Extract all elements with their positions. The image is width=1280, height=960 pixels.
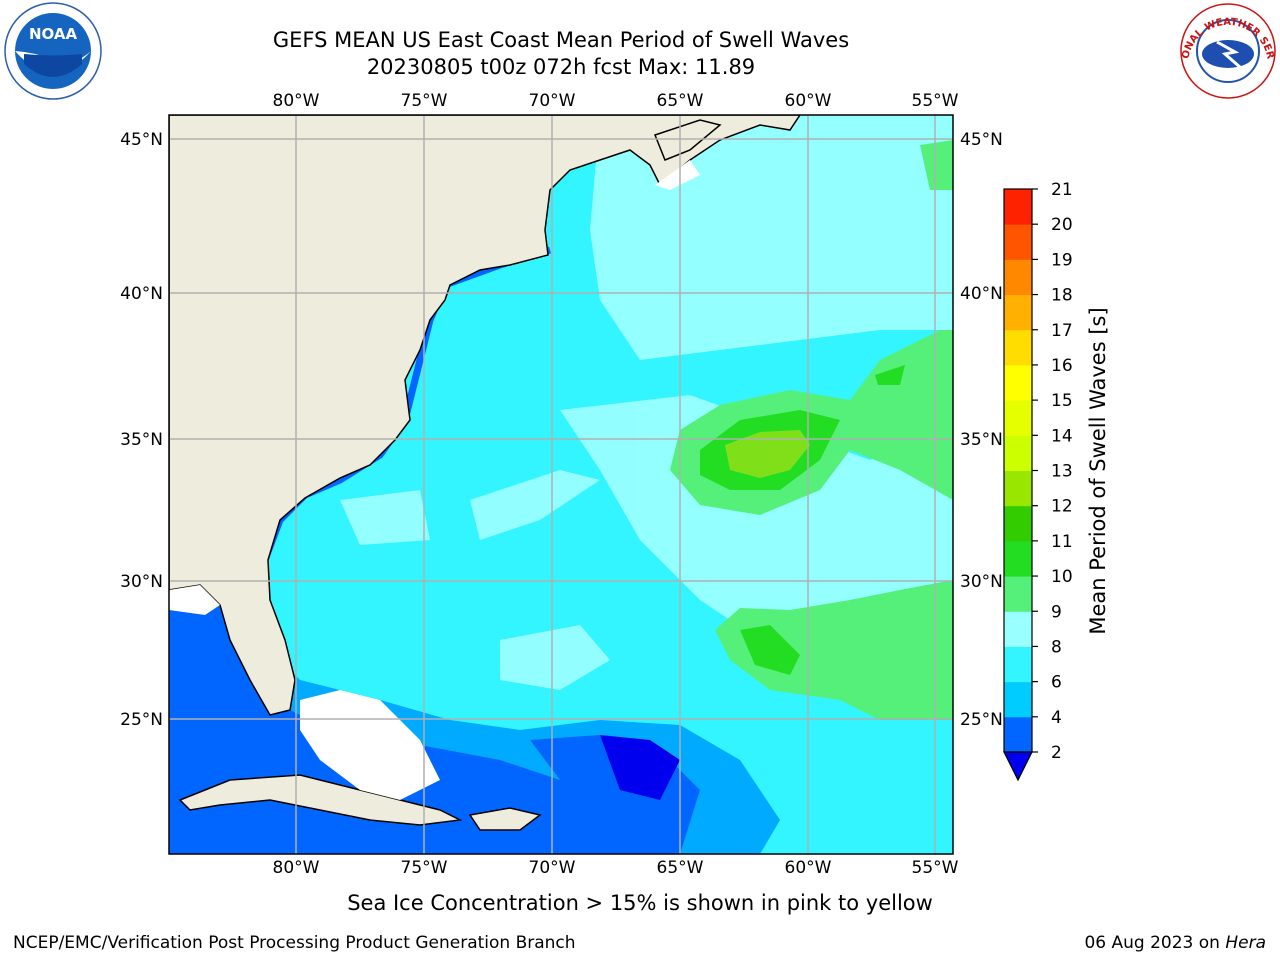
no-data-areas xyxy=(169,160,700,800)
colorbar-segment xyxy=(1004,435,1032,471)
colorbar: 2 4 6 8 9 10 11 12 13 14 15 16 17 18 19 20 21 Mean Perio… xyxy=(1003,180,1110,782)
svg-text:NOAA: NOAA xyxy=(29,25,78,43)
colorbar-tick-label: 12 xyxy=(1051,497,1073,517)
lon-label-bottom-70w: 70°W xyxy=(529,858,576,878)
footer-host: Hera xyxy=(1225,933,1266,953)
colorbar-label: Mean Period of Swell Waves [s] xyxy=(1086,307,1110,634)
lon-label-top-60w: 60°W xyxy=(785,91,832,111)
lat-label-right-35n: 35°N xyxy=(960,430,1003,450)
sea-ice-note: Sea Ice Concentration > 15% is shown in … xyxy=(347,891,933,915)
hispaniola xyxy=(468,807,542,831)
colorbar-segment xyxy=(1004,329,1032,366)
colorbar-segment xyxy=(1004,576,1032,612)
colorbar-segment xyxy=(1004,364,1032,401)
colorbar-segment xyxy=(1004,540,1032,577)
lat-label-right-25n: 25°N xyxy=(960,710,1003,730)
lat-label-left-40n: 40°N xyxy=(120,284,163,304)
colorbar-segment xyxy=(1004,505,1032,542)
lon-label-bottom-60w: 60°W xyxy=(785,858,832,878)
colorbar-tick-label: 21 xyxy=(1051,180,1073,200)
swell-max-core xyxy=(725,430,810,478)
colorbar-ticks: 2 4 6 8 9 10 11 12 13 14 15 16 17 18 19 20 21 xyxy=(1032,180,1073,763)
colorbar-tick-label: 16 xyxy=(1051,356,1073,376)
colorbar-segment xyxy=(1004,294,1032,331)
nova-scotia xyxy=(654,119,722,161)
colorbar-tick-label: 8 xyxy=(1051,637,1062,657)
colorbar-tick-label: 4 xyxy=(1051,708,1062,728)
colorbar-segments xyxy=(1004,189,1032,753)
lon-label-bottom-55w: 55°W xyxy=(912,858,959,878)
lat-label-right-30n: 30°N xyxy=(960,572,1003,592)
lon-label-top-80w: 80°W xyxy=(273,91,320,111)
footer-date: 06 Aug 2023 on Hera xyxy=(1084,933,1266,953)
colorbar-tick-label: 11 xyxy=(1051,532,1073,552)
colorbar-segment xyxy=(1004,470,1032,507)
nws-logo: NATIONAL WEATHER SERVICE xyxy=(1177,2,1276,99)
colorbar-segment xyxy=(1004,646,1032,683)
colorbar-segment xyxy=(1004,716,1032,753)
lon-label-top-75w: 75°W xyxy=(401,91,448,111)
north-america-coast xyxy=(169,115,801,716)
colorbar-segment xyxy=(1004,189,1032,225)
lon-label-top-65w: 65°W xyxy=(657,91,704,111)
map-frame xyxy=(168,114,954,855)
lat-label-left-35n: 35°N xyxy=(120,430,163,450)
lon-label-bottom-65w: 65°W xyxy=(657,858,704,878)
land xyxy=(169,115,801,831)
colorbar-segment xyxy=(1004,611,1032,647)
colorbar-tick-label: 2 xyxy=(1051,743,1062,763)
lat-label-right-45n: 45°N xyxy=(960,130,1003,150)
colorbar-tick-label: 17 xyxy=(1051,321,1073,341)
colorbar-tick-label: 18 xyxy=(1051,286,1073,306)
lon-label-bottom-75w: 75°W xyxy=(401,858,448,878)
lat-label-right-40n: 40°N xyxy=(960,284,1003,304)
noaa-logo: NOAA xyxy=(4,2,102,100)
footer-date-text: 06 Aug 2023 on xyxy=(1084,933,1220,953)
colorbar-segment xyxy=(1004,400,1032,436)
colorbar-tick-label: 13 xyxy=(1051,462,1073,482)
colorbar-segment xyxy=(1004,224,1032,260)
lon-label-top-70w: 70°W xyxy=(529,91,576,111)
cuba xyxy=(178,774,463,826)
lon-label-top-55w: 55°W xyxy=(912,91,959,111)
colorbar-tick-label: 15 xyxy=(1051,391,1073,411)
colorbar-segment xyxy=(1004,681,1032,718)
colorbar-tick-label: 19 xyxy=(1051,250,1073,270)
map-title: GEFS MEAN US East Coast Mean Period of S… xyxy=(272,28,850,52)
map-subtitle: 20230805 t00z 072h fcst Max: 11.89 xyxy=(366,55,756,79)
colorbar-segment xyxy=(1004,259,1032,296)
colorbar-tick-label: 6 xyxy=(1051,673,1062,693)
lat-label-left-25n: 25°N xyxy=(120,710,163,730)
lat-label-left-45n: 45°N xyxy=(120,130,163,150)
footer-credit: NCEP/EMC/Verification Post Processing Pr… xyxy=(13,933,576,953)
lon-label-bottom-80w: 80°W xyxy=(273,858,320,878)
colorbar-tick-label: 10 xyxy=(1051,567,1073,587)
colorbar-extend-arrow xyxy=(1003,751,1033,782)
colorbar-tick-label: 14 xyxy=(1051,426,1073,446)
colorbar-tick-label: 9 xyxy=(1051,602,1062,622)
colorbar-tick-label: 20 xyxy=(1051,215,1073,235)
graticule xyxy=(169,115,953,854)
lat-label-left-30n: 30°N xyxy=(120,572,163,592)
